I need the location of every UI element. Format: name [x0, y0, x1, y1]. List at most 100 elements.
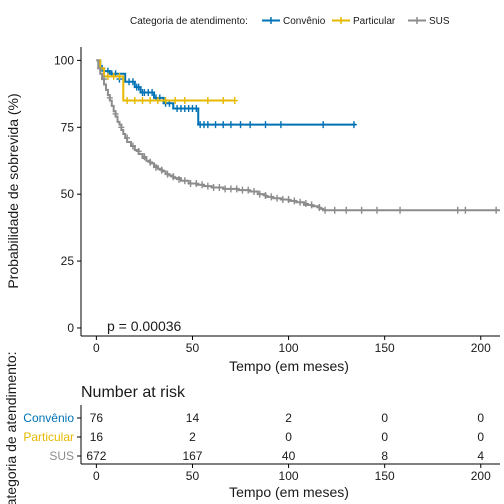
- censor-mark-particular: [172, 97, 179, 105]
- censor-mark-sus: [462, 206, 469, 214]
- censor-mark-sus: [245, 186, 252, 194]
- censor-mark-particular: [220, 97, 227, 105]
- survival-curves: [96, 59, 500, 214]
- risk-y-axis-title: Categoria de atendimento:: [3, 352, 19, 504]
- censor-mark-sus: [158, 166, 165, 174]
- censor-mark-convenio: [135, 83, 142, 91]
- risk-x-tick-label: 200: [471, 469, 491, 483]
- censor-mark-sus: [343, 206, 350, 214]
- censor-mark-convenio: [320, 121, 327, 129]
- risk-value-sus: 4: [477, 449, 484, 463]
- censor-mark-sus: [297, 198, 304, 206]
- censor-mark-sus: [170, 173, 177, 181]
- y-tick-label: 50: [61, 187, 75, 201]
- risk-x-tick-label: 50: [186, 469, 200, 483]
- legend-item-sus: SUS: [408, 16, 450, 27]
- censor-mark-convenio: [193, 105, 200, 113]
- x-axis-title: Tempo (em meses): [229, 358, 349, 374]
- risk-value-particular: 16: [90, 430, 104, 444]
- censor-mark-sus: [118, 123, 125, 131]
- censor-mark-sus: [187, 179, 194, 187]
- censor-mark-sus: [308, 201, 315, 209]
- risk-value-convenio: 76: [90, 411, 104, 425]
- censor-mark-sus: [141, 153, 148, 161]
- x-tick-label: 0: [93, 341, 100, 355]
- risk-value-sus: 167: [182, 449, 202, 463]
- risk-x-tick-label: 100: [279, 469, 299, 483]
- censor-mark-sus: [152, 163, 159, 171]
- x-tick-label: 50: [186, 341, 200, 355]
- censor-mark-particular: [204, 97, 211, 105]
- censor-mark-convenio: [129, 78, 136, 86]
- risk-table: Number at risk Convênio 76 14 2 0 0Particular…: [3, 352, 500, 504]
- risk-value-convenio: 14: [186, 411, 200, 425]
- censor-mark-sus: [222, 185, 229, 193]
- y-tick-label: 100: [54, 53, 74, 67]
- censor-mark-sus: [331, 206, 338, 214]
- risk-row-label-convenio: Convênio: [23, 411, 74, 425]
- censor-mark-sus: [101, 75, 108, 83]
- censor-mark-particular: [131, 97, 138, 105]
- risk-value-particular: 0: [477, 430, 484, 444]
- x-tick-label: 200: [471, 341, 491, 355]
- survival-line-sus: [96, 59, 500, 212]
- censor-mark-sus: [233, 185, 240, 193]
- censor-mark-sus: [210, 183, 217, 191]
- censor-mark-sus: [176, 175, 183, 183]
- censor-mark-sus: [164, 170, 171, 178]
- censor-mark-sus: [204, 182, 211, 190]
- legend-label-sus: SUS: [429, 16, 450, 27]
- risk-row-label-particular: Particular: [23, 430, 74, 444]
- censor-mark-sus: [358, 206, 365, 214]
- survival-line-convenio: [96, 59, 356, 126]
- survival-line-particular: [96, 59, 235, 102]
- legend-item-convenio: Convênio: [262, 16, 326, 27]
- risk-value-convenio: 2: [285, 411, 292, 425]
- y-tick-label: 75: [61, 120, 75, 134]
- censor-mark-particular: [154, 97, 161, 105]
- censor-mark-sus: [147, 158, 154, 166]
- main-axis-ticks: 0 50 100 150 200 0 25 50 75 100: [54, 53, 491, 355]
- censor-mark-sus: [106, 94, 113, 102]
- y-axis-title: Probabilidade de sobrevida (%): [5, 93, 21, 288]
- censor-mark-sus: [199, 181, 206, 189]
- censor-mark-convenio: [277, 121, 284, 129]
- censor-mark-particular: [162, 97, 169, 105]
- y-tick-label: 0: [67, 321, 74, 335]
- risk-value-sus: 672: [86, 449, 106, 463]
- legend-label-particular: Particular: [353, 16, 396, 27]
- risk-value-particular: 2: [189, 430, 196, 444]
- censor-mark-sus: [193, 179, 200, 187]
- risk-value-convenio: 0: [381, 411, 388, 425]
- censor-mark-convenio: [237, 121, 244, 129]
- censor-mark-sus: [397, 206, 404, 214]
- risk-x-tick-label: 150: [375, 469, 395, 483]
- censor-mark-sus: [279, 196, 286, 204]
- censor-mark-particular: [231, 97, 238, 105]
- censor-mark-sus: [227, 185, 234, 193]
- y-tick-label: 25: [61, 254, 75, 268]
- risk-value-sus: 40: [282, 449, 296, 463]
- risk-value-sus: 8: [381, 449, 388, 463]
- censor-mark-sus: [454, 206, 461, 214]
- legend-title: Categoria de atendimento:: [130, 16, 248, 27]
- risk-x-tick-label: 0: [93, 469, 100, 483]
- censor-mark-sus: [373, 206, 380, 214]
- legend-label-convenio: Convênio: [283, 16, 326, 27]
- censor-mark-convenio: [262, 121, 269, 129]
- legend-item-particular: Particular: [332, 16, 396, 27]
- risk-row-label-sus: SUS: [49, 449, 74, 463]
- censor-mark-particular: [110, 72, 117, 80]
- censor-mark-convenio: [149, 88, 156, 96]
- censor-mark-sus: [322, 206, 329, 214]
- censor-mark-sus: [302, 200, 309, 208]
- censor-mark-sus: [135, 147, 142, 155]
- censor-mark-sus: [268, 193, 275, 201]
- x-tick-label: 100: [279, 341, 299, 355]
- censor-mark-particular: [116, 72, 123, 80]
- censor-mark-particular: [181, 97, 188, 105]
- x-tick-label: 150: [375, 341, 395, 355]
- censor-mark-sus: [274, 194, 281, 202]
